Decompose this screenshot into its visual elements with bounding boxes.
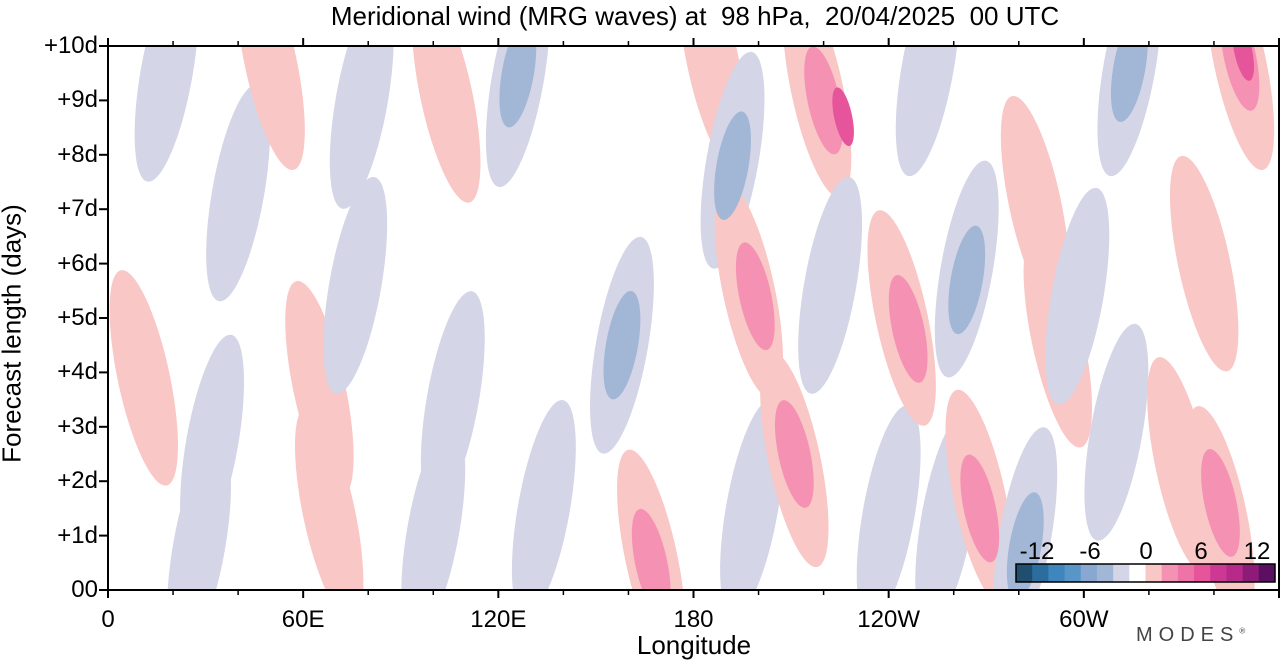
chart-title: Meridional wind (MRG waves) at 98 hPa, 2… — [330, 1, 1060, 31]
contour-negative-3 — [167, 438, 232, 590]
contour-positive-47 — [888, 274, 928, 383]
x-tick-label: 0 — [101, 606, 115, 633]
y-tick-label: +9d — [57, 86, 98, 114]
colorbar-tick-label: 12 — [1243, 538, 1271, 565]
x-axis-title: Longitude — [636, 630, 752, 660]
contour-positive-6 — [285, 280, 354, 497]
contour-negative-51 — [1110, 46, 1148, 122]
contour-positive-5 — [109, 270, 178, 486]
contour-negative-34 — [1084, 323, 1149, 541]
contour-negative-1 — [206, 84, 271, 302]
contour-negative-23 — [798, 176, 863, 394]
colorbar-swatch — [1113, 564, 1130, 582]
contour-negative-43 — [714, 111, 751, 220]
contour-positive-46 — [804, 46, 843, 155]
y-tick-label: +6d — [57, 249, 98, 277]
contour-positive-7 — [294, 406, 364, 590]
y-tick-label: +2d — [57, 467, 98, 495]
contour-positive-55 — [1232, 46, 1255, 81]
colorbar-tick-label: 6 — [1194, 538, 1208, 565]
colorbar-frame — [1015, 563, 1276, 583]
contour-positive-52 — [1201, 449, 1240, 557]
contour-negative-24 — [856, 405, 921, 590]
contour-negative-8 — [323, 176, 388, 394]
colorbar — [1015, 563, 1276, 583]
colorbar-swatch — [1258, 564, 1276, 582]
brand-logo: MODES® — [1136, 624, 1245, 647]
x-tick-label: 120E — [470, 606, 527, 633]
x-tick-label: 120W — [857, 606, 920, 633]
colorbar-swatch — [1096, 564, 1114, 582]
contour-positive-54 — [832, 87, 854, 147]
axis-ticks — [99, 38, 1280, 598]
contour-negative-0 — [134, 46, 199, 182]
x-tick-label: 180 — [673, 606, 714, 633]
y-tick-label: +4d — [57, 358, 98, 386]
colorbar-swatch — [1032, 564, 1049, 582]
x-tick-label: 60W — [1059, 606, 1109, 633]
x-tick-label: 60E — [281, 606, 325, 633]
colorbar-swatch — [1145, 564, 1163, 582]
contour-negative-48 — [948, 225, 986, 335]
colorbar-swatch — [1242, 564, 1260, 582]
contour-field — [109, 46, 1275, 590]
colorbar-swatch — [1210, 564, 1227, 582]
y-tick-label: +8d — [57, 140, 98, 168]
colorbar-swatch — [1048, 564, 1066, 582]
y-tick-label: 00 — [71, 576, 98, 603]
y-tick-label: +10d — [43, 32, 98, 59]
contour-negative-41 — [603, 290, 641, 400]
contour-positive-45 — [774, 400, 814, 508]
colorbar-tick-label: 0 — [1139, 538, 1153, 565]
contour-negative-12 — [401, 421, 466, 590]
registered-mark: ® — [1239, 626, 1246, 636]
brand-name: MODES — [1136, 624, 1240, 646]
colorbar-tick-label: -6 — [1079, 538, 1101, 565]
colorbar-swatch — [1080, 564, 1098, 582]
colorbar-swatch — [1194, 564, 1211, 582]
y-tick-label: +7d — [57, 195, 98, 223]
contour-positive-4 — [236, 46, 305, 171]
contour-negative-26 — [895, 46, 960, 177]
colorbar-swatch — [1226, 564, 1244, 582]
y-tick-label: +3d — [57, 412, 98, 440]
contour-positive-49 — [960, 454, 1000, 563]
colorbar-tick-label: -12 — [1019, 538, 1055, 565]
colorbar-swatch — [1129, 564, 1146, 582]
contour-positive-10 — [412, 46, 481, 203]
colorbar-swatch — [1161, 564, 1179, 582]
contour-negative-33 — [1045, 187, 1110, 405]
y-tick-label: +1d — [57, 521, 98, 549]
colorbar-swatch — [1016, 564, 1033, 582]
colorbar-swatch — [1064, 564, 1082, 582]
y-tick-label: +5d — [57, 304, 98, 331]
contour-negative-14 — [511, 399, 576, 590]
contour-positive-44 — [735, 242, 775, 351]
contour-positive-37 — [1169, 155, 1239, 372]
colorbar-swatch — [1177, 564, 1195, 582]
